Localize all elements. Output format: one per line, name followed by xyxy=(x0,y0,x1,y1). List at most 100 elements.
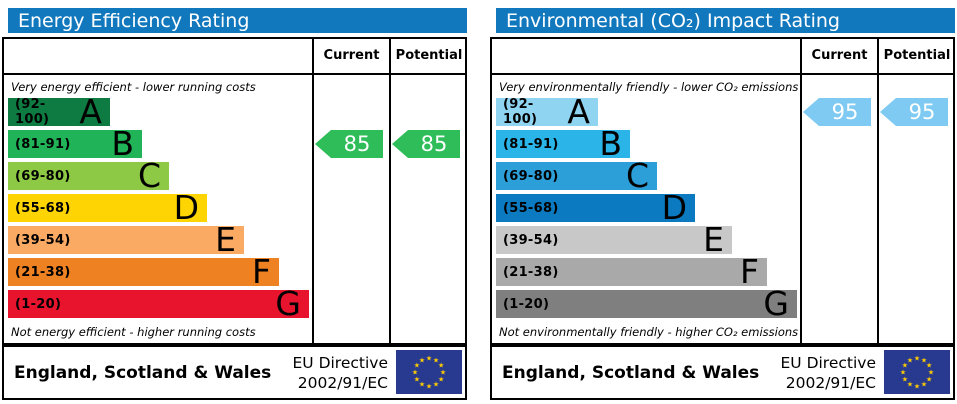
svg-text:★: ★ xyxy=(907,356,913,364)
svg-text:★: ★ xyxy=(921,381,927,389)
svg-text:★: ★ xyxy=(419,381,425,389)
left-arrow-shape xyxy=(803,98,871,126)
left-arrow-shape xyxy=(392,130,460,158)
band-row-a: (92-100) A xyxy=(496,92,598,131)
potential-rating-arrow: 95 xyxy=(880,98,948,126)
band-range: (81-91) xyxy=(15,136,71,152)
svg-text:★: ★ xyxy=(426,383,432,391)
band-row-e: (39-54) E xyxy=(8,220,244,259)
region-label: England, Scotland & Wales xyxy=(502,362,760,383)
bottom-note: Not energy efficient - higher running co… xyxy=(11,325,256,339)
current-column-header: Current xyxy=(811,48,868,63)
band-row-a: (92-100) A xyxy=(8,92,110,131)
header-divider xyxy=(492,73,953,75)
potential-rating-value: 95 xyxy=(908,100,936,124)
column-divider xyxy=(312,39,314,343)
svg-text:★: ★ xyxy=(907,381,913,389)
energy-panel-title: Energy Efficiency Rating xyxy=(18,10,250,32)
svg-text:★: ★ xyxy=(921,356,927,364)
svg-text:★: ★ xyxy=(414,362,420,370)
band-row-b: (81-91) B xyxy=(8,124,142,163)
band-letter: E xyxy=(703,220,724,259)
co2-panel-title: Environmental (CO₂) Impact Rating xyxy=(506,10,840,32)
band-letter: G xyxy=(763,284,789,323)
column-divider xyxy=(877,39,879,343)
band-row-g: (1-20) G xyxy=(8,284,309,323)
band-letter: C xyxy=(625,156,649,195)
eu-directive-label: EU Directive 2002/91/EC xyxy=(781,353,877,393)
energy-title-bar: Energy Efficiency Rating xyxy=(8,8,467,33)
column-divider xyxy=(389,39,391,343)
current-column-header: Current xyxy=(323,48,380,63)
svg-text:★: ★ xyxy=(440,369,446,377)
band-letter: E xyxy=(215,220,236,259)
band-letter: G xyxy=(275,284,301,323)
column-divider xyxy=(800,39,802,343)
band-range: (92-100) xyxy=(503,97,538,127)
band-range: (55-68) xyxy=(15,200,71,216)
band-row-b: (81-91) B xyxy=(496,124,630,163)
energy-efficiency-panel: Energy Efficiency Rating Current Potenti… xyxy=(2,0,467,404)
header-divider xyxy=(4,73,465,75)
band-letter: A xyxy=(567,92,590,131)
potential-rating-value: 85 xyxy=(420,132,448,156)
svg-text:★: ★ xyxy=(419,356,425,364)
current-rating-arrow: 95 xyxy=(803,98,871,126)
region-label: England, Scotland & Wales xyxy=(14,362,272,383)
band-row-d: (55-68) D xyxy=(8,188,207,227)
band-letter: D xyxy=(661,188,687,227)
band-row-f: (21-38) F xyxy=(8,255,279,288)
band-range: (21-38) xyxy=(15,264,71,280)
eu-directive-label: EU Directive 2002/91/EC xyxy=(293,353,389,393)
band-letter: A xyxy=(79,92,102,131)
eu-directive-line1: EU Directive xyxy=(780,353,877,372)
eu-flag-icon: ★ ★★ ★★★ ★★★ ★★★ xyxy=(396,350,462,394)
svg-text:★: ★ xyxy=(438,362,444,370)
band-row-c: (69-80) C xyxy=(496,156,657,195)
svg-text:★: ★ xyxy=(902,362,908,370)
svg-text:★: ★ xyxy=(412,369,418,377)
svg-text:★: ★ xyxy=(926,376,932,384)
current-rating-value: 85 xyxy=(343,132,371,156)
band-range: (39-54) xyxy=(15,232,71,248)
svg-text:★: ★ xyxy=(900,369,906,377)
svg-text:★: ★ xyxy=(414,376,420,384)
band-row-e: (39-54) E xyxy=(496,220,732,259)
top-note: Very energy efficient - lower running co… xyxy=(11,80,256,94)
svg-text:★: ★ xyxy=(928,369,934,377)
band-range: (69-80) xyxy=(503,168,559,184)
band-range: (69-80) xyxy=(15,168,71,184)
band-row-c: (69-80) C xyxy=(8,159,169,192)
band-letter: B xyxy=(111,124,134,163)
band-range: (39-54) xyxy=(503,232,559,248)
svg-text:★: ★ xyxy=(438,376,444,384)
band-letter: B xyxy=(599,124,622,163)
co2-title-bar: Environmental (CO₂) Impact Rating xyxy=(496,8,955,33)
svg-text:★: ★ xyxy=(433,356,439,364)
band-letter: F xyxy=(740,252,759,291)
current-rating-value: 95 xyxy=(831,100,859,124)
band-letter: D xyxy=(173,188,199,227)
bottom-note: Not environmentally friendly - higher CO… xyxy=(499,325,798,339)
svg-text:★: ★ xyxy=(902,376,908,384)
band-range: (81-91) xyxy=(503,136,559,152)
left-arrow-shape xyxy=(315,130,383,158)
svg-text:★: ★ xyxy=(914,383,920,391)
energy-footer: England, Scotland & Wales EU Directive 2… xyxy=(2,345,467,400)
band-row-g: (1-20) G xyxy=(496,284,797,323)
eu-directive-line1: EU Directive xyxy=(292,353,389,372)
eu-flag-icon: ★ ★★ ★★★ ★★★ ★★★ xyxy=(884,350,950,394)
potential-rating-arrow: 85 xyxy=(392,130,460,158)
svg-text:★: ★ xyxy=(426,355,432,363)
potential-column-header: Potential xyxy=(395,48,463,63)
band-range: (1-20) xyxy=(503,296,550,312)
current-rating-arrow: 85 xyxy=(315,130,383,158)
band-range: (55-68) xyxy=(503,200,559,216)
band-range: (92-100) xyxy=(15,97,50,127)
eu-directive-line2: 2002/91/EC xyxy=(297,373,388,392)
co2-impact-panel: Environmental (CO₂) Impact Rating Curren… xyxy=(490,0,955,404)
co2-footer: England, Scotland & Wales EU Directive 2… xyxy=(490,345,955,400)
left-arrow-shape xyxy=(880,98,948,126)
band-range: (21-38) xyxy=(503,264,559,280)
